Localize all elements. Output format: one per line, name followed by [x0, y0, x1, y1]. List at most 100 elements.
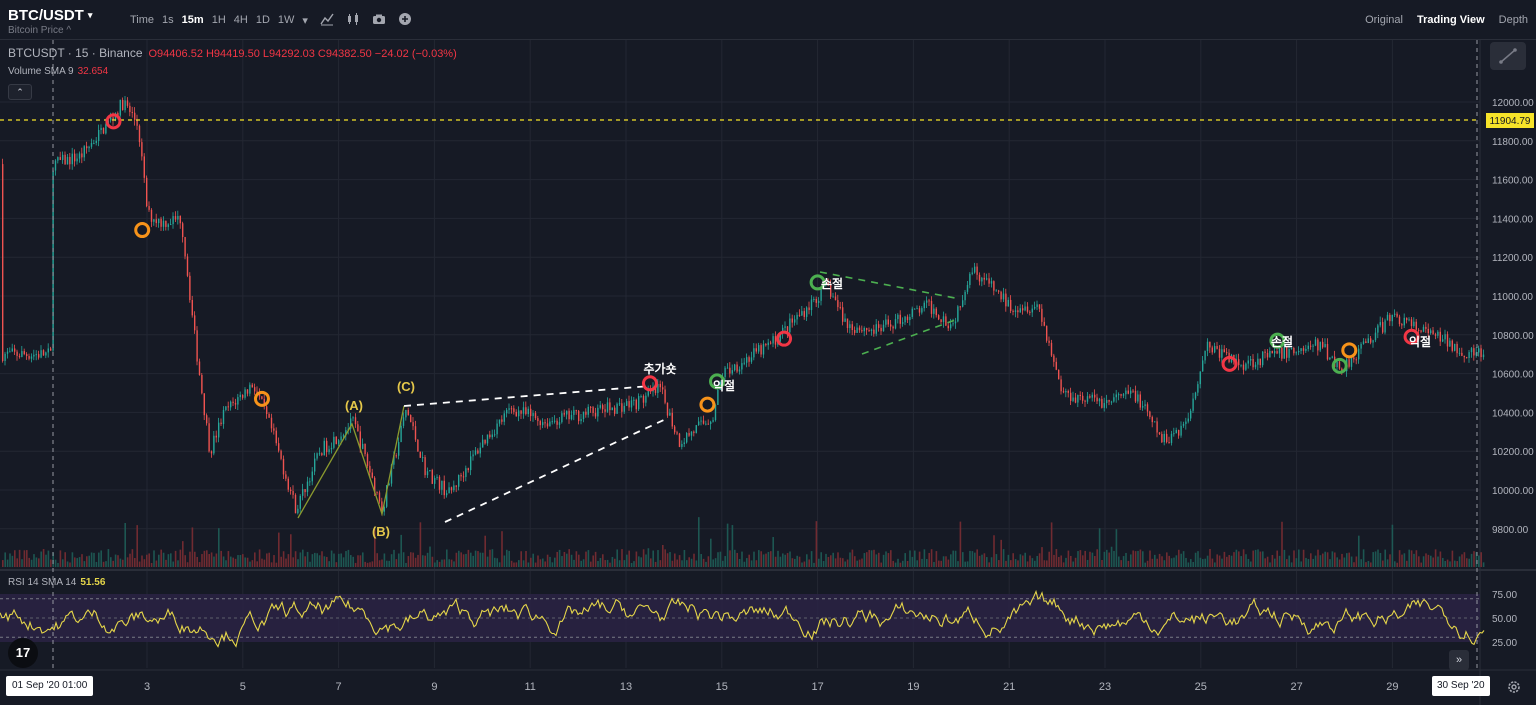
candle-body: [995, 290, 997, 292]
candle-body: [239, 394, 241, 398]
candle-body: [1350, 357, 1353, 367]
volume-bar: [839, 557, 842, 567]
interval-4[interactable]: 4H: [233, 14, 248, 26]
candle-body: [880, 327, 882, 332]
volume-bar: [863, 553, 866, 567]
ohlc-legend: BTCUSDT · 15 · Binance O94406.52 H94419.5…: [8, 46, 457, 60]
volume-bar: [244, 557, 246, 567]
candle-body: [448, 487, 450, 494]
interval-3[interactable]: 1H: [211, 14, 226, 26]
candle-body: [623, 405, 625, 412]
candle-body: [774, 336, 777, 345]
drawing-toggle-button[interactable]: [1490, 42, 1526, 70]
volume-bar: [1257, 549, 1259, 567]
candle-body: [954, 321, 957, 324]
view-tab-2[interactable]: Depth: [1498, 14, 1528, 26]
volume-bar: [230, 556, 232, 567]
candle-body: [868, 330, 870, 332]
tradingview-logo[interactable]: 17: [8, 638, 38, 668]
candle-body: [484, 439, 486, 444]
volume-bar: [455, 552, 458, 567]
candle-body: [1091, 394, 1093, 398]
candle-body: [827, 282, 829, 286]
candle-body: [959, 306, 961, 308]
candle-body: [30, 356, 33, 359]
volume-bar: [477, 551, 479, 567]
volume-bar: [177, 560, 179, 567]
interval-1[interactable]: 1s: [162, 14, 174, 26]
candle-body: [614, 407, 616, 414]
volume-bar: [1329, 559, 1331, 567]
candle-body: [1019, 308, 1021, 313]
candle-body: [254, 387, 256, 392]
add-icon[interactable]: [398, 12, 412, 26]
candle-body: [1178, 430, 1180, 436]
view-tab-1[interactable]: Trading View: [1416, 14, 1485, 26]
volume-bar: [366, 562, 369, 567]
candle-body: [897, 314, 899, 320]
volume-bar: [275, 562, 278, 567]
candle-body: [618, 403, 621, 405]
candle-body: [510, 408, 513, 410]
indicator-icon[interactable]: [320, 12, 334, 26]
candle-body: [26, 354, 28, 357]
symbol-selector[interactable]: BTC/USDT ▾: [8, 7, 92, 24]
volume-bar: [1350, 556, 1353, 567]
volume-bar: [1012, 553, 1014, 567]
candle-body: [693, 431, 695, 433]
gear-icon[interactable]: [1507, 680, 1521, 694]
candle-body: [122, 99, 124, 111]
candle-body: [1324, 343, 1326, 348]
volume-bar: [911, 556, 914, 567]
volume-bar: [107, 549, 110, 567]
support-trendline: [444, 417, 669, 523]
candle-type-icon[interactable]: [346, 12, 360, 26]
volume-bar: [383, 553, 386, 567]
candle-body: [518, 410, 520, 417]
volume-bar: [251, 560, 254, 567]
volume-bar: [988, 562, 990, 567]
volume-bar: [76, 558, 78, 567]
candle-body: [890, 324, 892, 327]
candle-body: [714, 404, 717, 421]
interval-2[interactable]: 15m: [181, 14, 204, 26]
volume-bar: [453, 561, 455, 567]
interval-7[interactable]: ▾: [302, 15, 308, 27]
time-axis-label: 7: [336, 681, 342, 693]
volume-bar: [1026, 561, 1029, 567]
candle-body: [321, 453, 323, 456]
volume-bar: [1238, 551, 1240, 567]
candle-body: [594, 413, 597, 417]
candle-body: [489, 434, 491, 438]
volume-bar: [1086, 559, 1089, 567]
volume-bar: [906, 560, 909, 567]
view-tab-0[interactable]: Original: [1365, 14, 1403, 26]
candle-body: [282, 458, 285, 475]
candle-body: [986, 278, 988, 280]
interval-5[interactable]: 1D: [255, 14, 270, 26]
camera-icon[interactable]: [372, 12, 386, 26]
scroll-to-realtime-button[interactable]: »: [1449, 650, 1469, 670]
candle-body: [215, 435, 217, 438]
candle-body: [306, 481, 309, 493]
volume-bar: [335, 562, 338, 567]
volume-bar: [268, 552, 270, 567]
interval-0[interactable]: Time: [130, 14, 155, 26]
volume-bar: [1010, 560, 1012, 567]
volume-bar: [1014, 559, 1017, 567]
candle-body: [153, 219, 155, 222]
volume-bar: [434, 562, 436, 567]
candle-body: [1120, 394, 1122, 396]
candle-body: [196, 330, 198, 362]
volume-bar: [801, 562, 803, 567]
candle-body: [1478, 348, 1480, 353]
volume-bar: [182, 541, 184, 567]
candle-body: [162, 220, 165, 227]
volume-bar: [54, 559, 57, 567]
interval-6[interactable]: 1W: [277, 14, 295, 26]
volume-bar: [1403, 553, 1406, 567]
collapse-legend-button[interactable]: ⌃: [8, 84, 32, 100]
candle-body: [405, 409, 407, 418]
candle-body: [472, 454, 474, 457]
